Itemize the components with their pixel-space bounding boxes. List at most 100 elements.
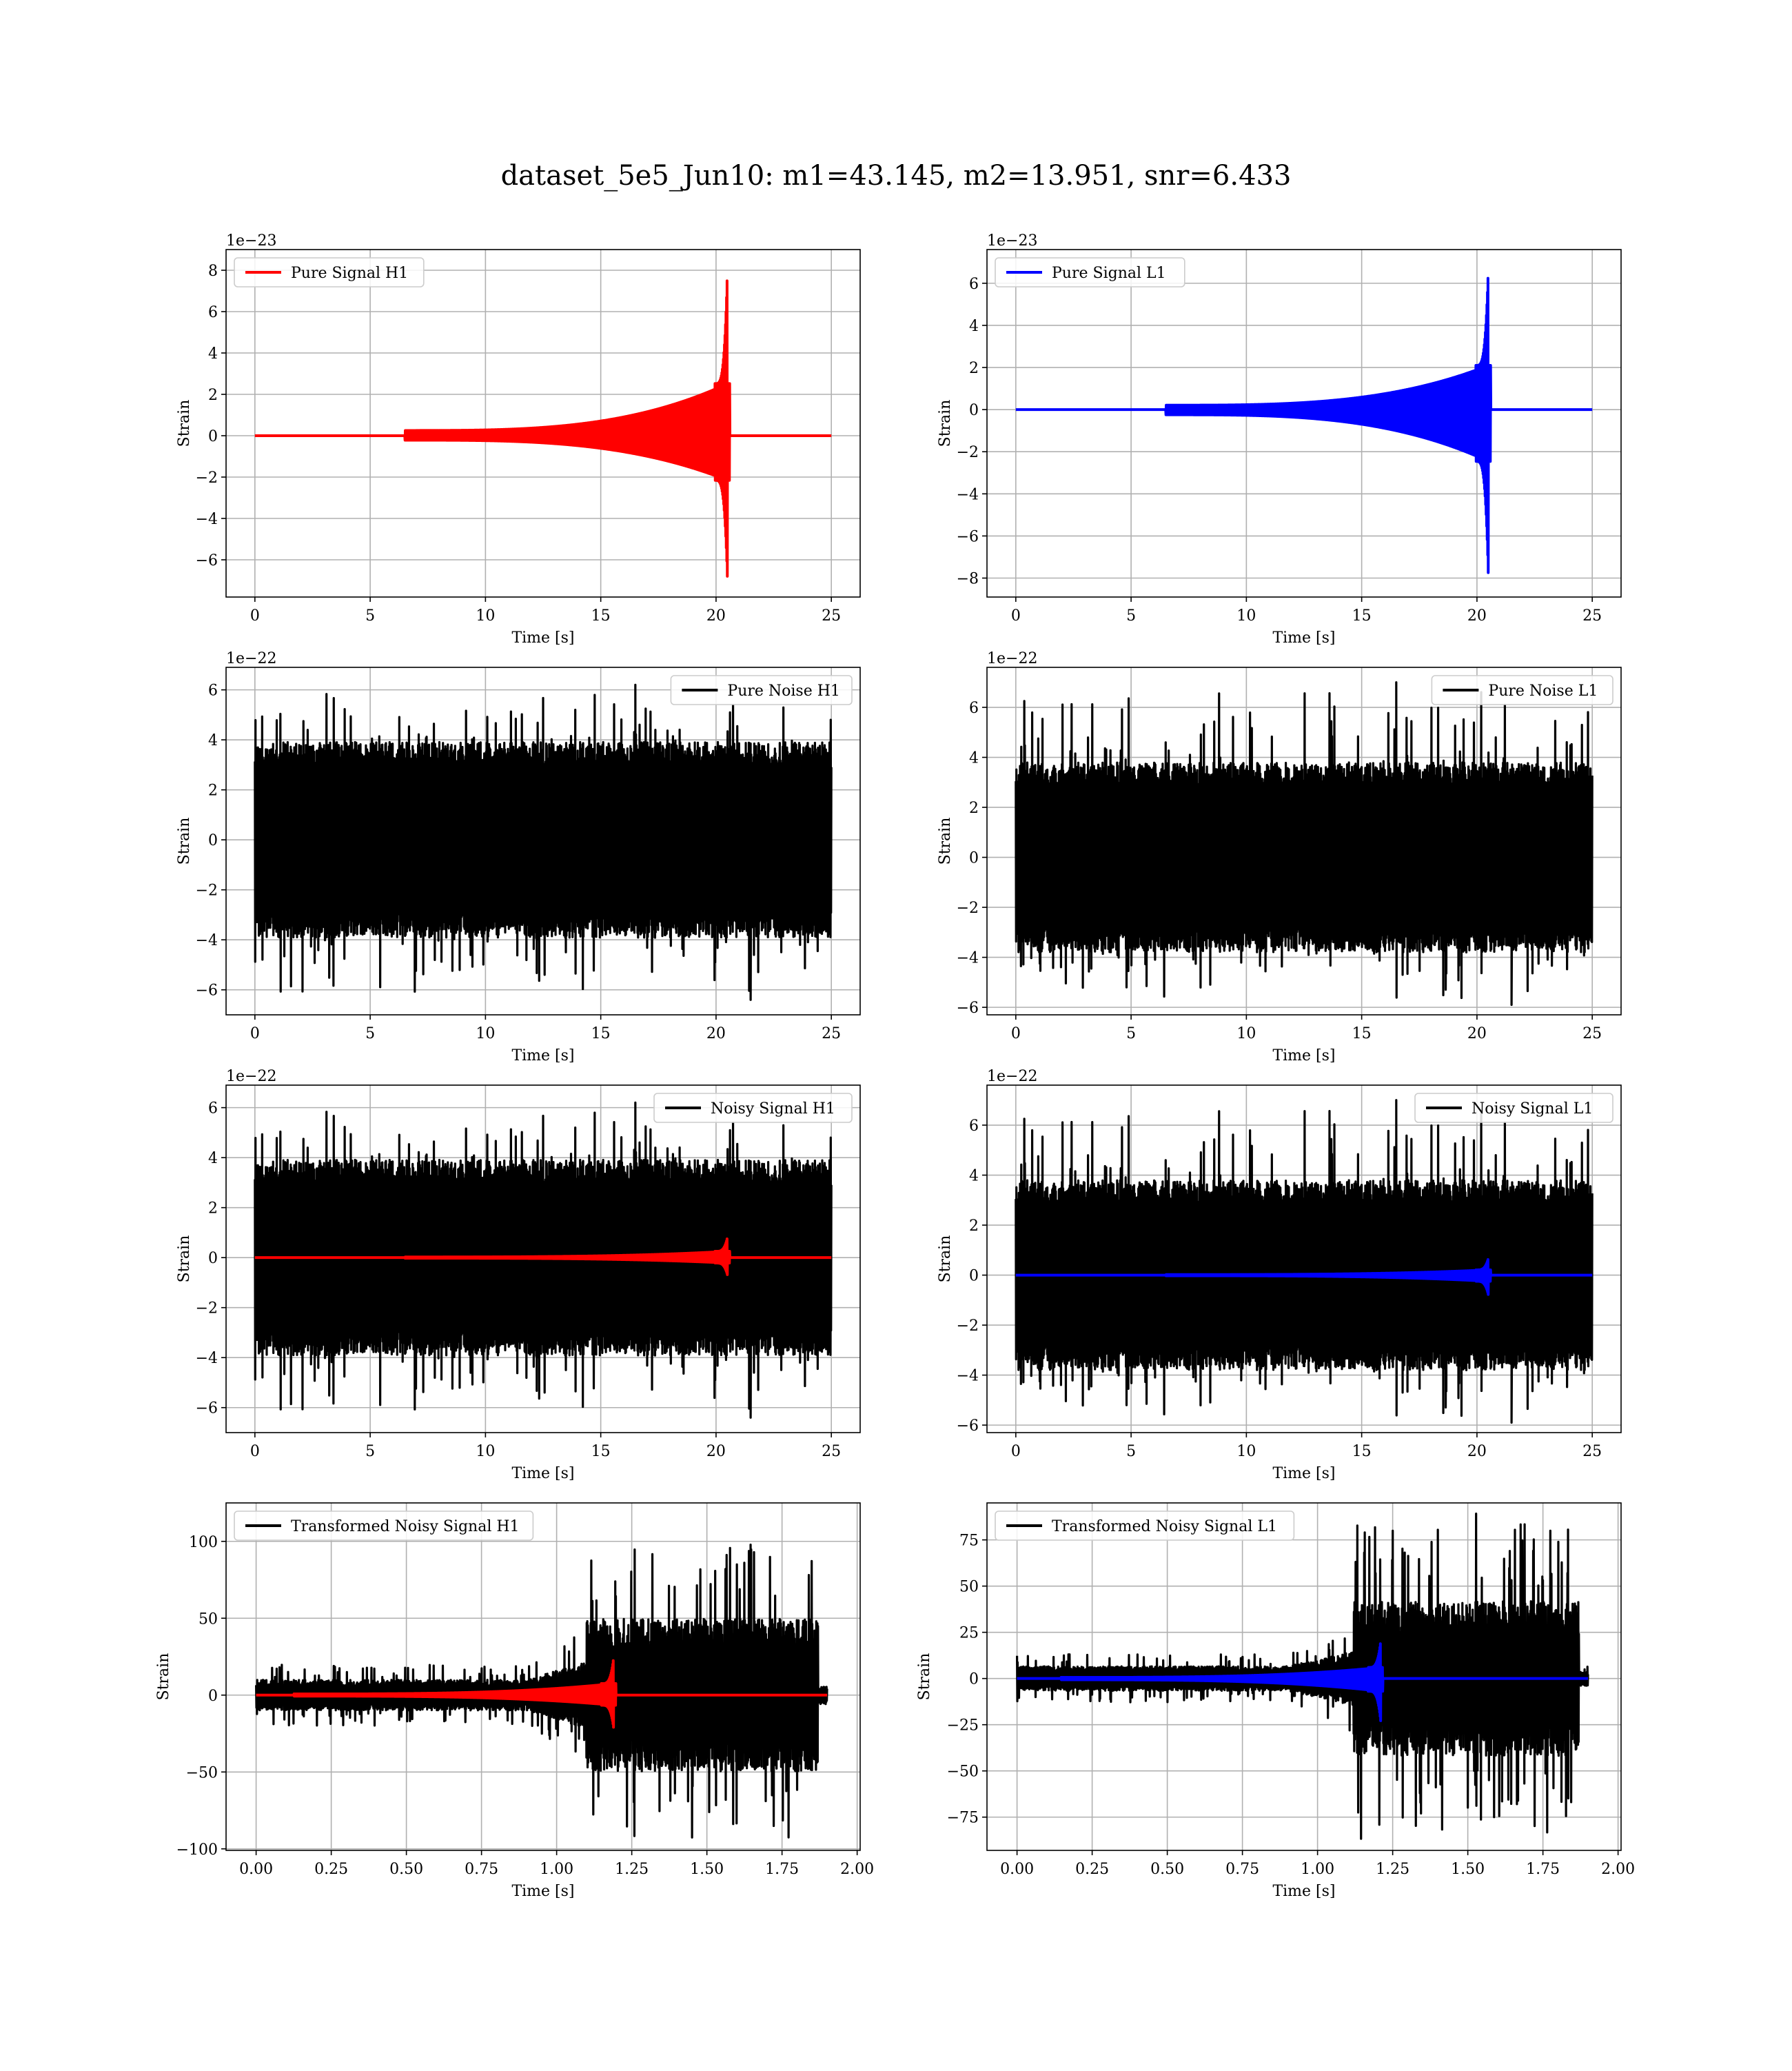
y-tick-label: −2 bbox=[196, 469, 218, 487]
y-tick-label: −6 bbox=[196, 982, 218, 1000]
x-tick-label: 0.50 bbox=[389, 1861, 423, 1878]
y-tick-label: 0 bbox=[208, 428, 218, 445]
x-tick-label: 15 bbox=[591, 1025, 611, 1042]
series-line-pure-noise-l1 bbox=[1015, 681, 1594, 1007]
axes-pure-noise-h1: 0 5 10 15 20 25 −6 −4 −2 0 2 4 6 Time [s] Strain 1e−22 P… bbox=[176, 650, 861, 1064]
y-tick-label: −50 bbox=[947, 1764, 979, 1781]
legend-label: Pure Signal H1 bbox=[291, 265, 408, 282]
x-tick-label: 1.00 bbox=[1301, 1861, 1334, 1878]
y-tick-label: −4 bbox=[196, 511, 218, 528]
y-tick-label: 25 bbox=[959, 1625, 979, 1642]
x-tick-label: 10 bbox=[476, 607, 495, 625]
legend: Pure Signal H1 bbox=[234, 257, 425, 287]
y-tick-label: 2 bbox=[208, 1200, 218, 1218]
y-tick-label: 0 bbox=[969, 402, 979, 419]
x-axis-label: Time [s] bbox=[1272, 1883, 1335, 1900]
y-tick-label: 4 bbox=[208, 732, 218, 749]
legend-box bbox=[670, 675, 853, 705]
y-tick-label: 50 bbox=[198, 1610, 218, 1628]
x-tick-label: 20 bbox=[706, 1025, 726, 1042]
x-tick-label: 15 bbox=[591, 1443, 611, 1460]
axes-frame bbox=[986, 1502, 1622, 1851]
axis-offset-text: 1e−22 bbox=[987, 1068, 1037, 1085]
legend: Pure Noise H1 bbox=[670, 675, 853, 705]
x-tick-label: 0.75 bbox=[465, 1861, 498, 1878]
series-line-transformed-l1-overlay bbox=[1015, 1642, 1589, 1722]
x-tick-label: 5 bbox=[365, 1443, 375, 1460]
y-tick-label: 100 bbox=[189, 1534, 218, 1551]
x-tick-label: 15 bbox=[1352, 1443, 1372, 1460]
legend-box bbox=[995, 1511, 1295, 1541]
x-tick-label: 25 bbox=[1582, 1443, 1602, 1460]
x-tick-label: 0.25 bbox=[314, 1861, 348, 1878]
axes-pure-noise-l1: 0 5 10 15 20 25 −6 −4 −2 0 2 4 6 Time [s] Strain 1e−22 P… bbox=[937, 650, 1622, 1064]
x-tick-label: 2.00 bbox=[840, 1861, 874, 1878]
y-tick-label: −50 bbox=[186, 1764, 218, 1781]
y-axis-label: Strain bbox=[937, 400, 954, 447]
y-tick-label: 2 bbox=[969, 360, 979, 377]
x-tick-label: 5 bbox=[365, 1025, 375, 1042]
series-line-pure-noise-h1 bbox=[254, 683, 833, 1001]
y-tick-label: 0 bbox=[969, 1671, 979, 1688]
y-tick-label: −6 bbox=[957, 1417, 979, 1435]
y-tick-label: 6 bbox=[969, 700, 979, 717]
y-tick-label: −2 bbox=[957, 900, 979, 917]
y-tick-label: −2 bbox=[957, 1317, 979, 1335]
axes-noisy-signal-l1: 0 5 10 15 20 25 −6 −4 −2 0 2 4 6 Time [s] Strain 1e−22 N… bbox=[937, 1068, 1622, 1482]
plot-area bbox=[254, 1101, 833, 1419]
x-tick-label: 0 bbox=[250, 1443, 260, 1460]
x-axis-label: Time [s] bbox=[511, 1465, 574, 1482]
plot-area bbox=[1015, 276, 1594, 574]
axes-pure-signal-h1: 0 5 10 15 20 25 −6 −4 −2 0 2 4 6 8 Time [s] Strain 1e−23… bbox=[176, 232, 861, 647]
axes-frame bbox=[225, 1084, 861, 1433]
y-tick-label: −2 bbox=[196, 882, 218, 900]
axes-frame bbox=[225, 249, 861, 598]
x-tick-label: 0.75 bbox=[1225, 1861, 1259, 1878]
axis-offset-text: 1e−22 bbox=[226, 1068, 276, 1085]
y-tick-label: −100 bbox=[176, 1841, 218, 1859]
legend-box bbox=[1431, 675, 1613, 705]
y-tick-label: −4 bbox=[957, 486, 979, 503]
y-tick-label: 6 bbox=[969, 276, 979, 293]
x-tick-label: 0 bbox=[1011, 1443, 1021, 1460]
y-tick-label: 4 bbox=[969, 1168, 979, 1185]
y-axis-label: Strain bbox=[937, 1235, 954, 1283]
plot-area bbox=[1015, 1099, 1594, 1424]
x-tick-label: 20 bbox=[1467, 1025, 1487, 1042]
axes-transformed-l1: 0.00 0.25 0.50 0.75 1.00 1.25 1.50 1.75 2.00 −75 −… bbox=[916, 1502, 1635, 1900]
y-tick-label: −2 bbox=[957, 444, 979, 461]
x-tick-label: 2.00 bbox=[1601, 1861, 1635, 1878]
x-tick-label: 15 bbox=[1352, 607, 1372, 625]
y-tick-label: −2 bbox=[196, 1300, 218, 1317]
axes-transformed-h1: 0.00 0.25 0.50 0.75 1.00 1.25 1.50 1.75 2.00 −100… bbox=[155, 1502, 874, 1900]
series-line-noisy-signal-l1 bbox=[1015, 1099, 1594, 1424]
legend-label: Pure Signal L1 bbox=[1052, 265, 1166, 282]
y-tick-label: −25 bbox=[947, 1717, 979, 1735]
y-tick-label: 6 bbox=[208, 1100, 218, 1118]
x-tick-label: 1.50 bbox=[1451, 1861, 1485, 1878]
x-tick-label: 0 bbox=[250, 607, 260, 625]
x-axis-label: Time [s] bbox=[1272, 1465, 1335, 1482]
y-tick-label: 6 bbox=[969, 1118, 979, 1135]
y-axis-label: Strain bbox=[937, 818, 954, 865]
x-tick-label: 15 bbox=[591, 607, 611, 625]
x-tick-label: 10 bbox=[1236, 1025, 1256, 1042]
y-tick-label: −75 bbox=[947, 1810, 979, 1827]
legend-box bbox=[234, 257, 425, 287]
legend-label: Noisy Signal H1 bbox=[711, 1100, 835, 1118]
legend-box bbox=[995, 257, 1185, 287]
x-tick-label: 1.25 bbox=[615, 1861, 649, 1878]
y-tick-label: 2 bbox=[208, 387, 218, 404]
y-tick-label: −6 bbox=[196, 552, 218, 569]
y-tick-label: 6 bbox=[208, 304, 218, 321]
axes-frame bbox=[986, 667, 1622, 1016]
x-tick-label: 20 bbox=[706, 607, 726, 625]
x-tick-label: 5 bbox=[1126, 607, 1136, 625]
axes-frame bbox=[225, 667, 861, 1016]
y-tick-label: 0 bbox=[208, 832, 218, 849]
axis-offset-text: 1e−22 bbox=[987, 650, 1037, 667]
y-axis-label: Strain bbox=[916, 1653, 933, 1701]
legend-box bbox=[1414, 1093, 1613, 1123]
